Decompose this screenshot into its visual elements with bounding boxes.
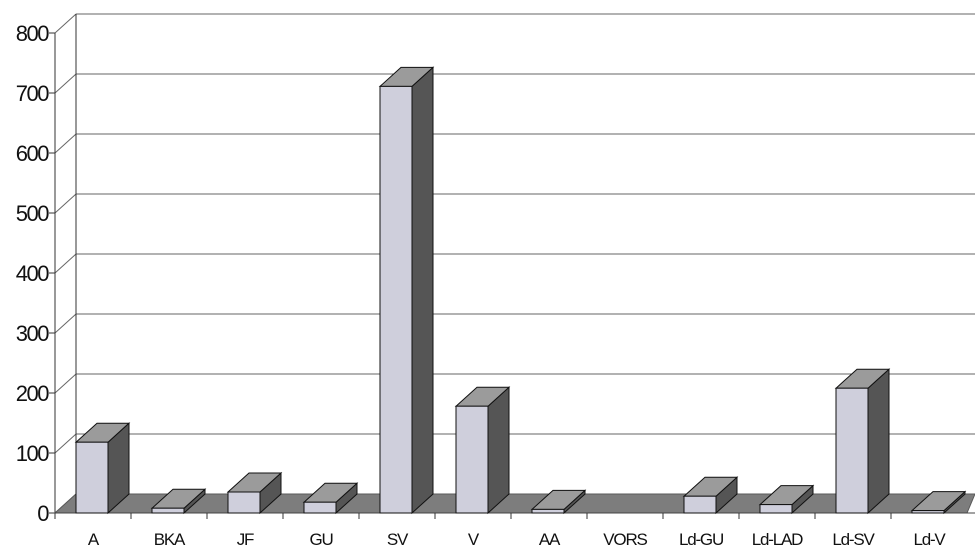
gridline-diagonal (54, 13, 77, 34)
y-tick-labels: 0 100 200 300 400 500 600 700 800 (16, 21, 51, 526)
x-tick-label: Ld-LAD (752, 530, 803, 549)
bar-front (379, 85, 413, 514)
bar (226, 471, 283, 515)
bar-front (835, 387, 869, 514)
x-tick-label: Ld-GU (679, 530, 723, 549)
x-tick-label: BKA (154, 530, 186, 549)
y-tick-label: 300 (16, 321, 49, 346)
bar (682, 476, 739, 515)
bar-front (683, 495, 717, 514)
x-tick-label: GU (309, 530, 332, 549)
gridline-diagonal (54, 73, 77, 94)
y-axis (49, 14, 77, 514)
bars (74, 66, 967, 515)
x-tick-label: SV (387, 530, 409, 549)
bar (910, 490, 967, 515)
bar-front (455, 405, 489, 514)
y-tick-label: 700 (16, 81, 49, 106)
x-tick-label: Ld-SV (832, 530, 875, 549)
gridline-diagonal (54, 433, 77, 454)
gridline-diagonal (54, 313, 77, 334)
bar (74, 422, 131, 515)
y-tick-label: 100 (16, 441, 49, 466)
bar-side (411, 66, 434, 515)
bar-front (759, 504, 793, 514)
y-tick-label: 500 (16, 201, 49, 226)
x-tick-label: Ld-V (913, 530, 946, 549)
y-tick-label: 600 (16, 141, 49, 166)
bar (302, 482, 359, 515)
bar-front (531, 508, 565, 514)
bar (150, 488, 207, 515)
bar-front (227, 491, 261, 514)
y-tick-label: 400 (16, 261, 49, 286)
x-tick-label: JF (237, 530, 254, 549)
x-tick-label: VORS (603, 530, 647, 549)
y-tick-label: 800 (16, 21, 49, 46)
bar-front (151, 507, 185, 514)
x-tick-label: AA (539, 530, 561, 549)
bar-front (75, 441, 109, 514)
gridline-diagonal (54, 373, 77, 394)
y-tick-label: 0 (37, 501, 49, 526)
x-tick-labels: A BKA JF GU SV V AA VORS Ld-GU Ld-LAD Ld-SV Ld-V (54, 513, 948, 549)
bar-front (303, 501, 337, 514)
bar-side (867, 368, 890, 515)
bar-side (487, 386, 510, 515)
gridline-diagonal (54, 193, 77, 214)
bar (378, 66, 435, 515)
bar (530, 489, 587, 515)
x-tick-label: V (468, 530, 480, 549)
bar-front (911, 510, 945, 514)
gridline-diagonal (54, 253, 77, 274)
gridline-diagonal (54, 133, 77, 154)
bar (834, 368, 891, 515)
y-tick-label: 200 (16, 381, 49, 406)
bar (454, 386, 511, 515)
x-tick-label: A (88, 530, 100, 549)
gridlines (54, 13, 975, 514)
bar (758, 484, 815, 515)
